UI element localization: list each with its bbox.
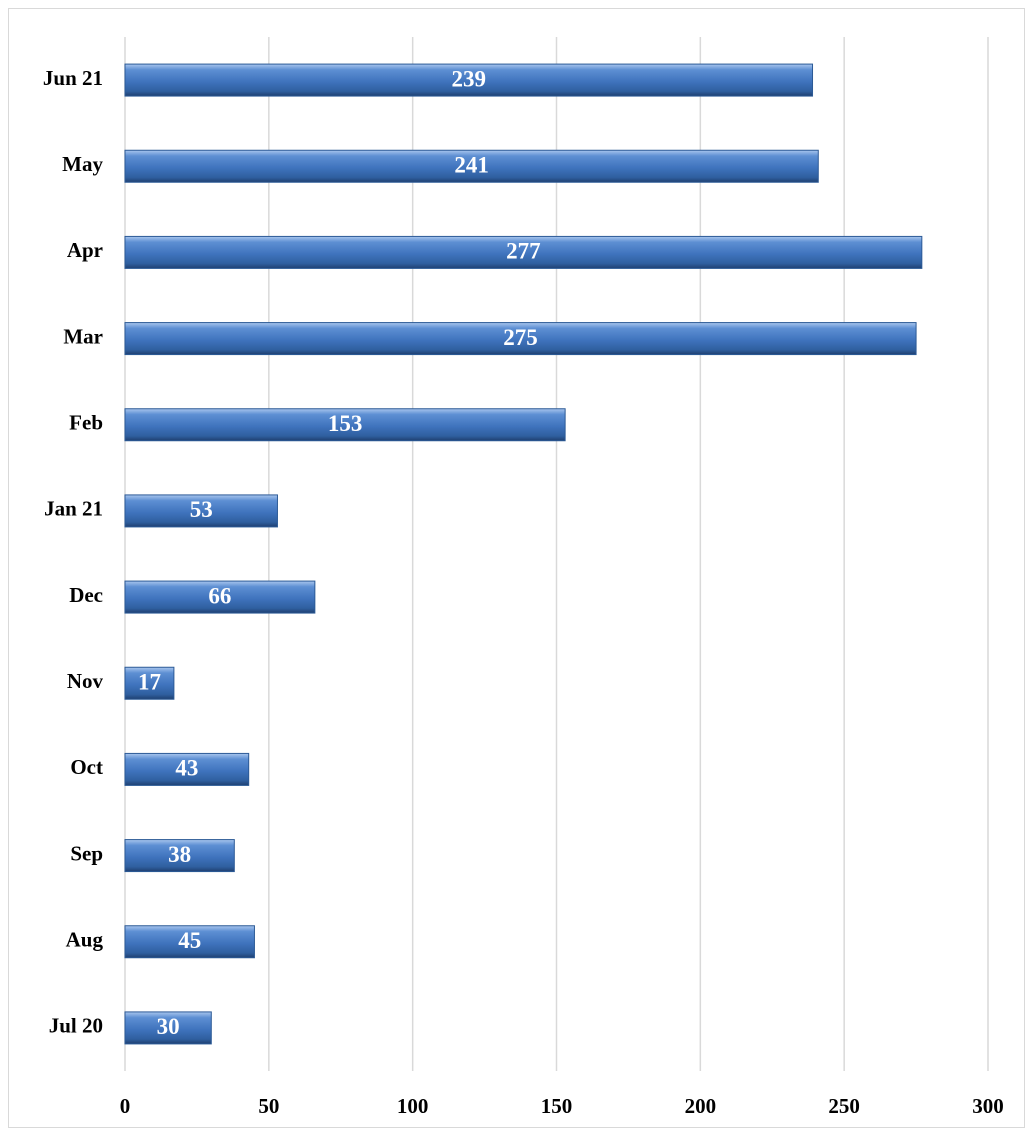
bar (124, 63, 814, 97)
bar (124, 494, 278, 528)
y-tick-label: Nov (67, 669, 104, 693)
data-label: 277 (506, 239, 541, 264)
bar (124, 322, 917, 356)
data-label: 241 (454, 153, 489, 178)
y-tick-label: Oct (70, 755, 103, 779)
bar (124, 149, 819, 183)
y-tick-label: Jun 21 (43, 66, 103, 90)
x-tick-label: 300 (972, 1094, 1004, 1118)
x-tick-label: 0 (120, 1094, 131, 1118)
y-tick-label: Apr (67, 238, 103, 262)
x-tick-label: 50 (258, 1094, 279, 1118)
x-tick-label: 100 (397, 1094, 429, 1118)
data-label: 38 (168, 842, 191, 867)
data-label: 66 (208, 583, 231, 608)
data-label: 30 (157, 1014, 180, 1039)
y-tick-label: Jul 20 (49, 1014, 103, 1038)
x-tick-label: 150 (541, 1094, 573, 1118)
data-label: 17 (138, 670, 161, 695)
y-tick-label: Aug (66, 928, 104, 952)
y-tick-label: Feb (69, 411, 103, 435)
bar (124, 580, 316, 614)
y-tick-label: Mar (63, 324, 103, 348)
data-label: 43 (175, 756, 198, 781)
x-tick-label: 200 (685, 1094, 717, 1118)
bar (124, 752, 250, 786)
data-label: 53 (190, 497, 213, 522)
y-tick-label: May (62, 152, 103, 176)
y-tick-label: Jan 21 (44, 497, 103, 521)
y-tick-label: Dec (69, 583, 103, 607)
y-tick-label: Sep (70, 841, 103, 865)
bar (124, 235, 923, 269)
bar (124, 925, 255, 959)
bar (124, 839, 235, 873)
data-label: 275 (503, 325, 538, 350)
bar (124, 666, 175, 700)
bar (124, 408, 566, 442)
data-label: 45 (178, 928, 201, 953)
bar (124, 1011, 212, 1045)
data-label: 153 (328, 411, 363, 436)
x-tick-label: 250 (828, 1094, 860, 1118)
data-label: 239 (452, 66, 487, 91)
